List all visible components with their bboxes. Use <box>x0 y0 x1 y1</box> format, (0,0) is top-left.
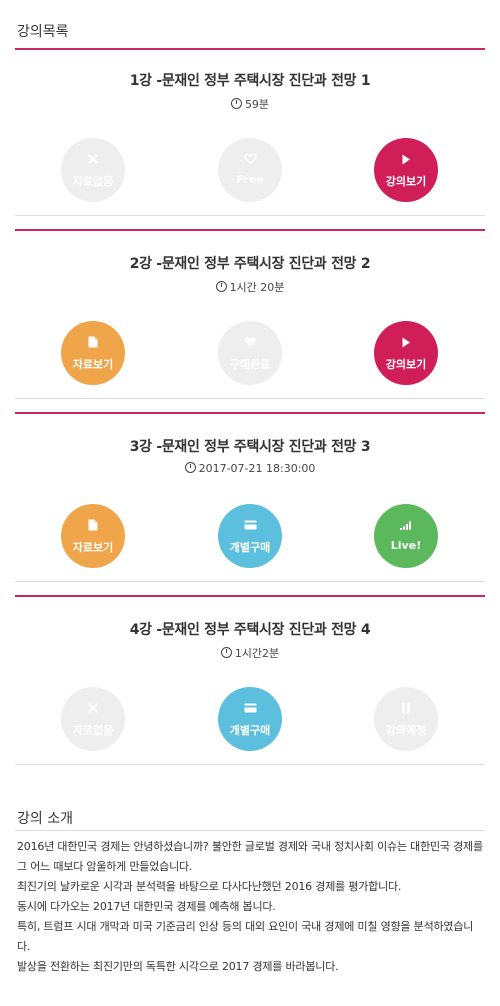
document-icon <box>61 335 125 349</box>
duration-text: 1시간2분 <box>234 647 280 660</box>
button-label: 자료없음 <box>72 724 114 737</box>
lecture-item-1: 1강 -문재인 정부 주택시장 진단과 전망 1 59분 자료없음 Free 강… <box>15 48 485 216</box>
intro-paragraph: 최진기의 날카로운 시각과 분석력을 바탕으로 다사다난했던 2016 경제를 … <box>17 880 402 893</box>
button-label: 자료보기 <box>72 541 114 554</box>
intro-paragraph: 동시에 다가오는 2017년 대한민국 경제를 예측해 봅니다. <box>17 900 276 913</box>
lecture-title: 2강 -문재인 정부 주택시장 진단과 전망 2 <box>129 256 371 272</box>
lecture-item-4: 4강 -문재인 정부 주택시장 진단과 전망 4 1시간2분 자료없음 개별구매… <box>15 595 485 765</box>
lecture-intro-header: 강의 소개 <box>15 796 485 831</box>
no-material-button: 자료없음 <box>61 687 125 751</box>
free-button: Free <box>218 138 282 202</box>
play-icon <box>374 335 438 349</box>
lecture-scheduled-button: 강의예정 <box>374 687 438 751</box>
clock-icon <box>215 281 227 292</box>
lecture-intro-body: 2016년 대한민국 경제는 안녕하셨습니까? 불안한 글로벌 경제와 국내 정… <box>17 837 485 977</box>
clock-icon <box>230 98 242 109</box>
document-icon <box>61 518 125 532</box>
lecture-duration: 1시간2분 <box>15 645 485 661</box>
lecture-list-title: 강의목록 <box>17 24 69 40</box>
button-label: Live! <box>390 539 422 552</box>
heart-icon <box>218 335 282 349</box>
individual-purchase-button[interactable]: 개별구매 <box>218 687 282 751</box>
watch-lecture-button[interactable]: 강의보기 <box>374 138 438 202</box>
x-icon <box>61 152 125 166</box>
lecture-title: 4강 -문재인 정부 주택시장 진단과 전망 4 <box>129 622 371 638</box>
lecture-duration: 59분 <box>15 96 485 112</box>
signal-icon <box>374 518 438 532</box>
view-material-button[interactable]: 자료보기 <box>61 321 125 385</box>
clock-icon <box>220 647 232 658</box>
duration-text: 1시간 20분 <box>229 281 285 294</box>
intro-paragraph: 발상을 전환하는 최진기만의 독특한 시각으로 2017 경제를 바라봅니다. <box>17 960 339 973</box>
lecture-title: 1강 -문재인 정부 주택시장 진단과 전망 1 <box>129 73 371 89</box>
heart-outline-icon <box>218 152 282 166</box>
live-button[interactable]: Live! <box>374 504 438 568</box>
lecture-item-2: 2강 -문재인 정부 주택시장 진단과 전망 2 1시간 20분 자료보기 구매… <box>15 229 485 399</box>
intro-paragraph: 2016년 대한민국 경제는 안녕하셨습니까? 불안한 글로벌 경제와 국내 정… <box>17 840 483 873</box>
lecture-duration: 1시간 20분 <box>15 279 485 295</box>
card-icon <box>218 701 282 715</box>
lecture-intro-title: 강의 소개 <box>17 811 73 827</box>
button-label: Free <box>236 173 264 186</box>
lecture-title: 3강 -문재인 정부 주택시장 진단과 전망 3 <box>129 439 371 455</box>
view-material-button[interactable]: 자료보기 <box>61 504 125 568</box>
duration-text: 59분 <box>244 98 270 111</box>
button-label: 개별구매 <box>229 541 271 554</box>
lecture-list-header: 강의목록 <box>15 0 485 50</box>
lecture-schedule: 2017-07-21 18:30:00 <box>15 462 485 475</box>
pause-icon <box>374 701 438 715</box>
button-label: 자료없음 <box>72 175 114 188</box>
watch-lecture-button[interactable]: 강의보기 <box>374 321 438 385</box>
button-label: 구매완료 <box>229 358 271 371</box>
lecture-item-3: 3강 -문재인 정부 주택시장 진단과 전망 3 2017-07-21 18:3… <box>15 412 485 582</box>
schedule-text: 2017-07-21 18:30:00 <box>198 462 316 475</box>
card-icon <box>218 518 282 532</box>
x-icon <box>61 701 125 715</box>
button-label: 개별구매 <box>229 724 271 737</box>
button-label: 강의보기 <box>385 358 427 371</box>
button-label: 강의보기 <box>385 175 427 188</box>
button-label: 자료보기 <box>72 358 114 371</box>
button-label: 강의예정 <box>385 724 427 737</box>
individual-purchase-button[interactable]: 개별구매 <box>218 504 282 568</box>
clock-icon <box>184 462 196 473</box>
play-icon <box>374 152 438 166</box>
intro-paragraph: 특히, 트럼프 시대 개막과 미국 기준금리 인상 등의 대외 요인이 국내 경… <box>17 920 474 953</box>
no-material-button: 자료없음 <box>61 138 125 202</box>
purchase-complete-button: 구매완료 <box>218 321 282 385</box>
